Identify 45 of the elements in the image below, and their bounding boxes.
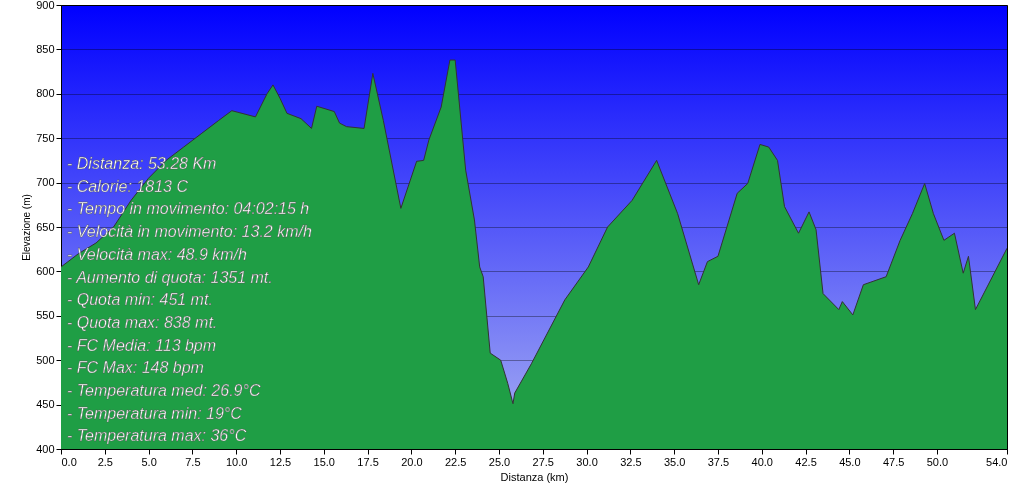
x-tick-label: 0.0: [61, 455, 77, 468]
x-tick-label: 15.0: [313, 455, 335, 468]
x-tick-label: 10.0: [225, 455, 248, 468]
x-tick-label: 12.5: [269, 455, 292, 468]
x-tick-label: 35.0: [663, 455, 686, 468]
annotation: - Tempo in movimento: 04:02:15 h: [67, 200, 310, 218]
x-tick-label: 45.0: [839, 455, 861, 468]
annotation: - FC Max: 148 bpm: [67, 359, 204, 377]
y-tick-label: 400: [36, 442, 55, 455]
y-tick-label: 550: [36, 309, 55, 322]
x-tick-label: 20.0: [401, 455, 423, 468]
x-tick-label: 30.0: [576, 455, 598, 468]
annotation: - Temperatura med: 26.9°C: [67, 382, 261, 399]
x-tick-label: 2.5: [97, 455, 113, 468]
annotation: - Quota max: 838 mt.: [67, 313, 218, 331]
y-tick-label: 900: [36, 0, 55, 11]
annotation: - Temperatura min: 19°C: [67, 404, 243, 422]
annotation: - Quota min: 451 mt.: [67, 291, 213, 309]
annotation: - Velocità max: 48.9 km/h: [67, 245, 248, 263]
y-tick-label: 500: [36, 353, 55, 366]
annotation: - Aumento di quota: 1351 mt.: [67, 268, 273, 286]
x-tick-label: 40.0: [751, 455, 773, 468]
y-tick-label: 600: [36, 264, 55, 277]
y-tick-label: 750: [36, 131, 55, 144]
x-axis-title: Distanza (km): [500, 470, 569, 483]
x-tick-label: 27.5: [532, 455, 554, 468]
y-tick-label: 700: [36, 176, 55, 189]
x-tick-label: 42.5: [795, 455, 817, 468]
y-axis-title: Elevazione (m): [21, 194, 33, 261]
x-tick-label: 17.5: [357, 455, 379, 468]
x-tick-label: 47.5: [882, 455, 905, 468]
x-tick-label: 22.5: [444, 455, 467, 468]
x-tick-label: 50.0: [926, 455, 949, 468]
x-tick-label: 32.5: [620, 455, 642, 468]
y-tick-label: 800: [36, 87, 55, 100]
annotation: - FC Media: 113 bpm: [67, 336, 217, 354]
x-tick-label: 37.5: [707, 455, 730, 468]
y-tick-label: 650: [36, 220, 55, 233]
y-tick-label: 450: [36, 398, 55, 411]
x-tick-label: 54.0: [986, 455, 1008, 468]
x-tick-label: 7.5: [185, 455, 201, 468]
y-tick-label: 850: [36, 42, 55, 55]
x-tick-label: 5.0: [141, 455, 157, 468]
annotation: - Temperatura max: 36°C: [67, 427, 247, 445]
x-tick-label: 25.0: [488, 455, 511, 468]
